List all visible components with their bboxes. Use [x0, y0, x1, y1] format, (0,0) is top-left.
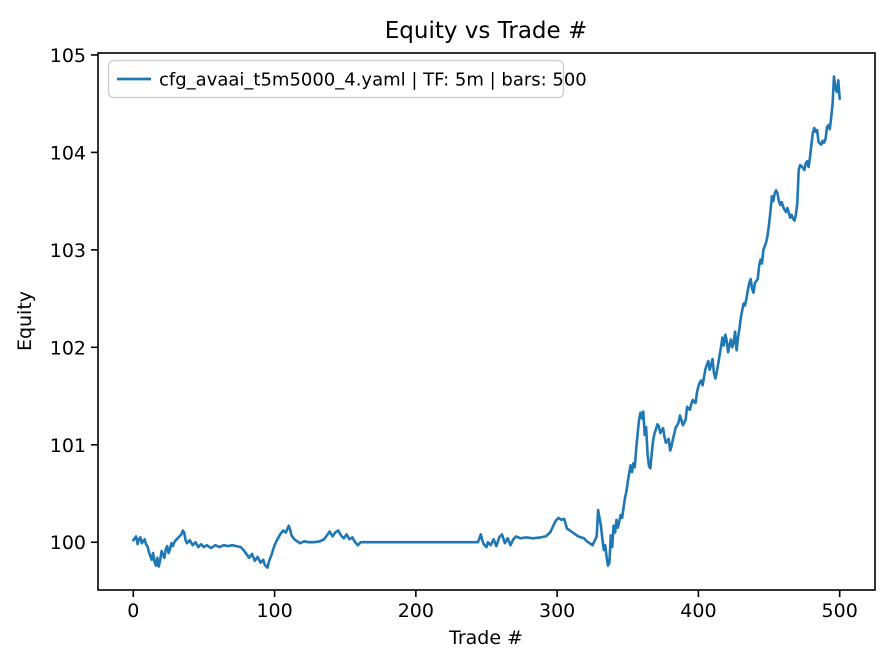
x-tick-label: 100 [256, 600, 292, 622]
legend-label: cfg_avaai_t5m5000_4.yaml | TF: 5m | bars… [159, 70, 587, 91]
y-tick-label: 101 [50, 435, 86, 457]
plot-area [98, 53, 875, 590]
equity-line-series [132, 75, 842, 569]
legend: cfg_avaai_t5m5000_4.yaml | TF: 5m | bars… [107, 59, 587, 99]
y-tick-label: 105 [50, 45, 86, 67]
y-tick-label: 102 [50, 337, 86, 359]
x-tick-label: 0 [127, 600, 139, 622]
y-tick-label: 103 [50, 240, 86, 262]
axes-spines [97, 52, 876, 591]
x-tick-label: 400 [680, 600, 716, 622]
x-tick-label: 200 [398, 600, 434, 622]
x-tick-label: 500 [822, 600, 858, 622]
chart-title: Equity vs Trade # [385, 18, 588, 44]
legend-box [107, 59, 565, 99]
y-axis-ticks: 100 101 102 103 104 105 [50, 45, 98, 554]
y-axis-label: Equity [14, 291, 36, 351]
y-tick-label: 100 [50, 532, 86, 554]
y-tick-label: 104 [50, 142, 86, 164]
x-axis-ticks: 0 100 200 300 400 500 [127, 590, 858, 622]
x-tick-label: 300 [539, 600, 575, 622]
x-axis-label: Trade # [448, 627, 523, 649]
